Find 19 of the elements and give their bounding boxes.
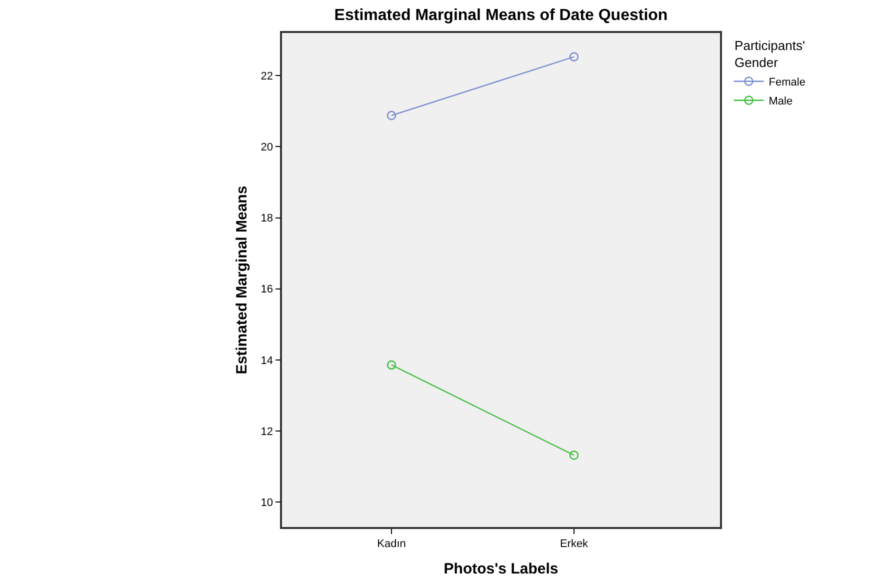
x-tick-label: Erkek [560, 538, 589, 550]
y-tick-label: 18 [260, 212, 274, 225]
point [569, 450, 579, 460]
point [386, 110, 396, 120]
x-axis-title: Photos's Labels [444, 560, 558, 578]
y-tick-label: 16 [260, 284, 274, 296]
legend-label: Male [768, 96, 793, 108]
y-tick-label: 14 [260, 354, 274, 367]
point [569, 52, 579, 62]
y-axis-title: Estimated Marginal Means [234, 186, 251, 374]
y-tick-label: 12 [260, 426, 274, 438]
y-tick-label: 20 [260, 142, 274, 154]
x-tick-label: Kadın [377, 538, 406, 550]
y-tick-label: 22 [260, 70, 274, 82]
legend-label: Female [768, 76, 806, 89]
point [386, 360, 396, 370]
y-tick-label: 10 [260, 496, 274, 509]
chart-title: Estimated Marginal Means of Date Question [334, 6, 668, 24]
legend-title: Participants' Gender [734, 38, 805, 70]
